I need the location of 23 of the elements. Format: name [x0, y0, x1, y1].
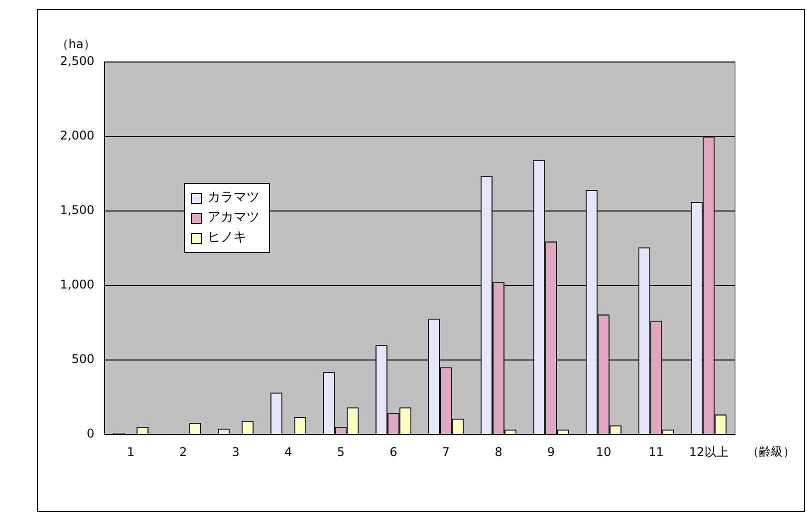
y-tick-label: 2,500 [60, 54, 94, 68]
x-tick-label: 12以上 [689, 444, 728, 459]
x-tick-label: 11 [648, 444, 664, 459]
y-tick-label: 0 [86, 426, 94, 441]
y-axis-title: （ha） [56, 37, 96, 52]
x-tick-label: 7 [442, 444, 450, 459]
x-tick-label: 5 [337, 444, 345, 459]
legend-label: アカマツ [207, 209, 260, 228]
x-tick-label: 10 [596, 444, 612, 459]
x-tick-label: 6 [390, 444, 398, 459]
y-tick-label: 500 [71, 352, 94, 366]
y-tick-label: 1,000 [60, 278, 94, 292]
y-tick-label: 1,500 [60, 203, 94, 218]
x-tick-label: 9 [547, 444, 555, 459]
x-tick-label: 4 [284, 444, 292, 459]
y-tick-label: 2,000 [60, 128, 94, 143]
x-tick-label: 3 [232, 444, 240, 459]
x-tick-label: 8 [494, 444, 502, 459]
x-axis-title: （齢級） [747, 444, 795, 459]
legend-label: ヒノキ [207, 229, 246, 248]
legend-label: カラマツ [207, 189, 260, 208]
x-tick-label: 1 [126, 444, 134, 459]
x-tick-label: 2 [179, 444, 188, 459]
